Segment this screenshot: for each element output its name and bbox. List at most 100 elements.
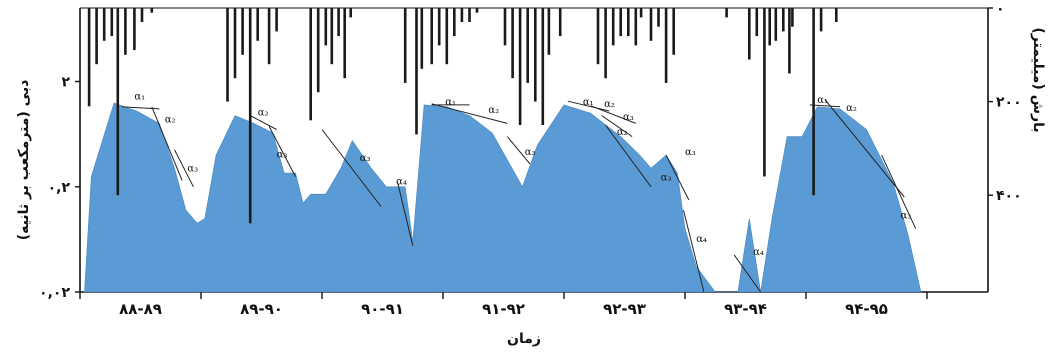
precipitation-bar xyxy=(604,8,607,79)
recession-trend-line xyxy=(431,103,508,124)
precipitation-bar xyxy=(547,8,551,55)
recession-trend-line xyxy=(683,209,705,293)
precipitation-bar xyxy=(768,8,771,46)
recession-trend-line xyxy=(268,126,296,177)
recession-trend-line xyxy=(590,105,636,124)
recession-trend-line xyxy=(824,99,905,198)
precipitation-bar xyxy=(124,8,127,55)
alpha-label: α₂ xyxy=(604,99,615,110)
alpha-label: α₃ xyxy=(623,112,634,123)
precipitation-bar xyxy=(116,8,120,196)
precipitation-bar xyxy=(791,8,794,27)
precipitation-bar xyxy=(102,8,106,41)
precipitation-bar xyxy=(782,8,785,32)
precipitation-bar xyxy=(774,8,778,41)
recession-trend-line xyxy=(174,149,194,188)
precipitation-bar xyxy=(95,8,98,65)
precipitation-bar xyxy=(627,8,630,37)
right-y-ticks: ۰ ۲۰۰ ۴۰۰ xyxy=(988,1,1022,204)
precipitation-bar xyxy=(468,8,471,22)
y-left-axis-title: دبی (مترمکعب بر ثانیه) xyxy=(16,80,32,241)
discharge-area-series xyxy=(84,102,922,293)
precipitation-bar xyxy=(133,8,136,51)
x-period-label: ۹۲-۹۳ xyxy=(603,300,646,318)
precipitation-bar xyxy=(503,8,507,46)
x-period-label: ۹۴-۹۵ xyxy=(845,300,888,318)
precipitation-bar xyxy=(233,8,237,79)
alpha-label: α₃ xyxy=(187,163,198,174)
recession-trend-lines xyxy=(121,99,917,293)
recession-trend-line xyxy=(249,115,277,130)
alpha-label: α₂ xyxy=(617,127,628,138)
recession-trend-line xyxy=(733,254,762,293)
discharge-area xyxy=(84,102,922,293)
alpha-label: α₄ xyxy=(396,177,407,188)
precipitation-bar xyxy=(460,8,464,22)
alpha-label: α₂ xyxy=(846,103,857,114)
precipitation-bar xyxy=(316,8,320,93)
precipitation-bar xyxy=(403,8,407,83)
precipitation-bar xyxy=(664,8,668,83)
precipitation-bar xyxy=(596,8,600,65)
precipitation-bar xyxy=(475,8,479,13)
precipitation-bar xyxy=(725,8,728,18)
precipitation-bar xyxy=(657,8,660,27)
precipitation-bar xyxy=(534,8,537,102)
x-period-label: ۹۱-۹۲ xyxy=(482,300,525,318)
precipitation-bar xyxy=(541,8,545,125)
precipitation-bar xyxy=(619,8,622,37)
precipitation-bar xyxy=(558,8,562,37)
x-period-label: ۹۳-۹۴ xyxy=(724,300,767,318)
precipitation-bar xyxy=(110,8,114,37)
precipitation-bar xyxy=(256,8,259,41)
precipitation-bar xyxy=(649,8,653,41)
recession-trend-line xyxy=(605,124,652,188)
x-period-label: ۸۹-۹۰ xyxy=(240,300,283,318)
x-axis-title: زمان xyxy=(507,331,541,347)
alpha-label: α₂ xyxy=(488,105,499,116)
alpha-label: α₄ xyxy=(753,247,764,258)
x-period-label: ۹۰-۹۱ xyxy=(361,300,404,318)
precipitation-bar xyxy=(819,8,823,32)
precipitation-series xyxy=(87,8,838,224)
precipitation-bar xyxy=(309,8,312,121)
alpha-label: α₁ xyxy=(583,97,594,108)
precipitation-bar xyxy=(343,8,346,79)
alpha-label: α₁ xyxy=(134,92,145,103)
precipitation-bar xyxy=(415,8,418,135)
precipitation-bar xyxy=(634,8,638,46)
left-y-ticks: ۰,۰۲ ۰,۲ ۲ xyxy=(39,75,80,301)
precipitation-bar xyxy=(275,8,278,32)
alpha-annotations: α₁ α₂ α₃ α₂ α₃ α₃ α₄ α₁ α₂ α₃ α₁ α₂ α₃ α₂ α₃ α₃ α₄ α₄ α₁ α₂… xyxy=(134,92,911,258)
precipitation-bar xyxy=(672,8,675,55)
y-right-axis-title: بارش (میلیمتر) xyxy=(1030,27,1046,132)
precipitation-bar xyxy=(430,8,433,65)
alpha-label: α₄ xyxy=(696,234,707,245)
x-period-label: ۸۸-۸۹ xyxy=(119,300,162,318)
recession-trend-line xyxy=(601,115,633,138)
precipitation-bar xyxy=(349,8,352,18)
precipitation-bar xyxy=(150,8,154,13)
precipitation-bar xyxy=(518,8,522,125)
alpha-label: α₃ xyxy=(525,147,536,158)
alpha-label: α₃ xyxy=(685,147,696,158)
precipitation-bar xyxy=(755,8,759,37)
recession-trend-line xyxy=(321,129,382,207)
precipitation-bar xyxy=(611,8,615,46)
precipitation-bar xyxy=(511,8,514,79)
y-left-tick-label: ۰,۰۲ xyxy=(39,285,70,301)
alpha-label: α₂ xyxy=(165,114,176,125)
precipitation-bar xyxy=(748,8,751,60)
precipitation-bar xyxy=(337,8,340,37)
precipitation-bar xyxy=(453,8,456,37)
precipitation-bar xyxy=(226,8,229,102)
precipitation-bar xyxy=(835,8,838,22)
recession-trend-line xyxy=(397,182,414,246)
precipitation-bar xyxy=(812,8,815,196)
recession-trend-line xyxy=(506,136,531,165)
y-right-tick-label: ۴۰۰ xyxy=(996,188,1022,204)
y-left-tick-label: ۲ xyxy=(61,75,70,91)
recession-trend-line xyxy=(567,100,610,112)
precipitation-bar xyxy=(763,8,766,177)
y-right-tick-label: ۲۰۰ xyxy=(996,95,1022,111)
